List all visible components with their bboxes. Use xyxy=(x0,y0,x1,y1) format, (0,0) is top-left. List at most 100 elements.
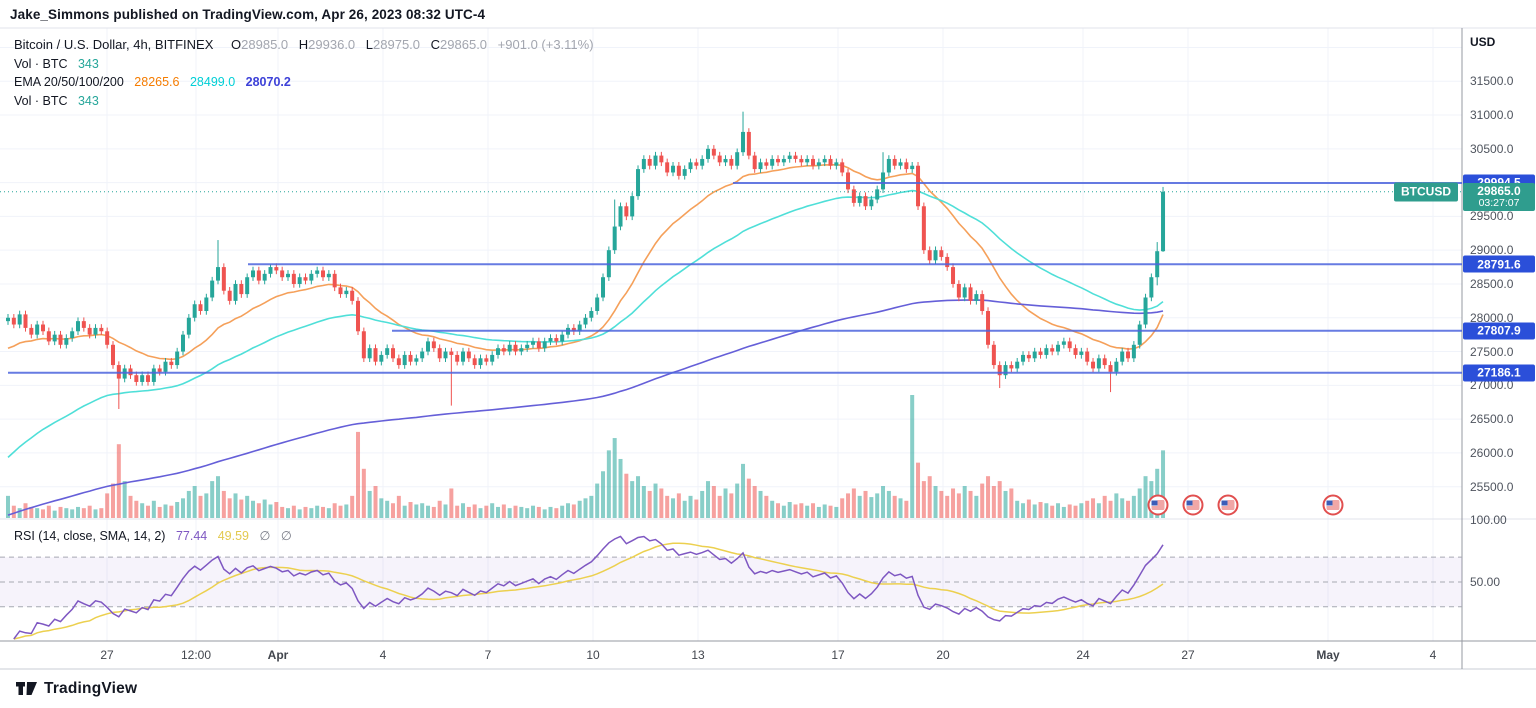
price-level-badge[interactable]: 28791.6 xyxy=(1463,255,1535,273)
volume-bar xyxy=(326,508,331,518)
volume-bar xyxy=(892,495,897,518)
attribution-text: Jake_Simmons published on TradingView.co… xyxy=(10,7,486,22)
candle-body xyxy=(326,273,331,278)
volume-bar xyxy=(29,506,34,518)
time-axis-label[interactable]: 27 xyxy=(100,648,114,662)
volume-bar xyxy=(1061,506,1066,518)
volume-bar xyxy=(711,486,716,518)
volume-bar xyxy=(11,505,16,518)
volume-bar xyxy=(723,488,728,518)
volume-bar xyxy=(595,483,600,518)
volume-bar xyxy=(519,506,524,518)
us-flag-event-icon[interactable] xyxy=(1217,494,1239,516)
candle-body xyxy=(396,358,401,366)
us-flag-event-icon[interactable] xyxy=(1182,494,1204,516)
candle-body xyxy=(46,331,51,342)
volume-bar xyxy=(647,490,652,518)
time-axis-label[interactable]: 7 xyxy=(484,648,492,662)
volume-bar xyxy=(1050,505,1055,518)
tradingview-logo[interactable]: TradingView xyxy=(16,680,137,698)
us-flag-event-icon[interactable] xyxy=(1147,494,1169,516)
symbol-legend-row[interactable]: Bitcoin / U.S. Dollar, 4h, BITFINEX O289… xyxy=(14,36,594,55)
symbol-title[interactable]: Bitcoin / U.S. Dollar, 4h, BITFINEX xyxy=(14,37,214,52)
rsi-tick-label: 100.00 xyxy=(1470,512,1507,527)
candle-body xyxy=(414,358,419,362)
time-axis-label[interactable]: 20 xyxy=(936,648,950,662)
candle-body xyxy=(315,270,320,274)
candle-body xyxy=(717,155,722,163)
volume-bar xyxy=(116,444,121,518)
volume-bar xyxy=(216,476,221,518)
time-axis-label[interactable]: 24 xyxy=(1076,648,1090,662)
rsi-value: 77.44 xyxy=(175,529,208,543)
candle-body xyxy=(286,273,291,278)
candle-body xyxy=(612,226,617,251)
time-axis-label[interactable]: 27 xyxy=(1181,648,1195,662)
volume-bar xyxy=(665,495,670,518)
us-flag-event-icon[interactable] xyxy=(1322,494,1344,516)
candle-body xyxy=(379,354,384,362)
volume-bar xyxy=(921,481,926,518)
price-level-badge[interactable]: 27807.9 xyxy=(1463,322,1535,340)
time-axis-label[interactable]: 4 xyxy=(379,648,387,662)
candle-body xyxy=(822,158,827,163)
volume-value-2: 343 xyxy=(77,93,99,108)
price-tick-label: 28000.0 xyxy=(1470,310,1514,325)
volume-bar xyxy=(997,481,1002,518)
rsi-legend-row[interactable]: RSI (14, close, SMA, 14, 2) 77.44 49.59 … xyxy=(14,528,292,543)
volume-value: 343 xyxy=(77,56,99,71)
volume-legend-row[interactable]: Vol · BTC 343 xyxy=(14,55,594,74)
candle-body xyxy=(338,287,343,295)
candle-body xyxy=(146,375,151,382)
candle-body xyxy=(478,358,483,366)
candle-body xyxy=(1085,351,1090,362)
time-axis-label[interactable]: 12:00 xyxy=(180,648,212,662)
time-axis-label[interactable]: 10 xyxy=(586,648,600,662)
volume-bar xyxy=(46,505,51,518)
candle-body xyxy=(968,287,973,301)
volume-bar xyxy=(630,481,635,518)
volume-bar xyxy=(781,505,786,518)
price-axis-currency[interactable]: USD xyxy=(1470,35,1496,49)
candle-body xyxy=(175,351,180,366)
time-axis-label[interactable]: 4 xyxy=(1429,648,1437,662)
time-axis-label[interactable]: 17 xyxy=(831,648,845,662)
price-level-badge[interactable]: 27186.1 xyxy=(1463,364,1535,382)
candle-body xyxy=(35,324,40,335)
volume-bar xyxy=(962,486,967,518)
volume-bar xyxy=(898,498,903,518)
candle-body xyxy=(1050,348,1055,352)
volume-bar xyxy=(431,506,436,518)
volume-bar xyxy=(531,505,536,518)
candle-body xyxy=(851,189,856,203)
candle-body xyxy=(729,158,734,166)
candle-body xyxy=(525,344,530,349)
candle-body xyxy=(980,294,985,312)
symbol-price-tag[interactable]: BTCUSD xyxy=(1394,182,1458,202)
candle-body xyxy=(1044,348,1049,355)
current-price-badge[interactable]: 29865.0 03:27:07 xyxy=(1463,182,1535,211)
ema-legend-row[interactable]: EMA 20/50/100/200 28265.6 28499.0 28070.… xyxy=(14,73,594,92)
volume-bar xyxy=(560,505,565,518)
volume-bar xyxy=(1021,503,1026,518)
volume-bar xyxy=(1032,504,1037,518)
volume-bar xyxy=(466,506,471,518)
time-axis-label[interactable]: 13 xyxy=(691,648,705,662)
volume-legend-row-2[interactable]: Vol · BTC 343 xyxy=(14,92,594,111)
volume-bar xyxy=(1003,490,1008,518)
time-axis-label[interactable]: May xyxy=(1316,648,1340,662)
time-axis-label[interactable]: Apr xyxy=(267,648,289,662)
candle-body xyxy=(350,290,355,301)
volume-bar xyxy=(1131,495,1136,518)
candle-body xyxy=(741,131,746,153)
candle-body xyxy=(898,162,903,166)
candle-body xyxy=(297,277,302,284)
volume-bar xyxy=(163,504,168,518)
candle-body xyxy=(886,158,891,173)
candle-body xyxy=(1108,365,1113,372)
price-tick-label: 29000.0 xyxy=(1470,243,1514,258)
candle-body xyxy=(892,158,897,166)
candle-body xyxy=(321,270,326,278)
candle-body xyxy=(904,162,909,170)
